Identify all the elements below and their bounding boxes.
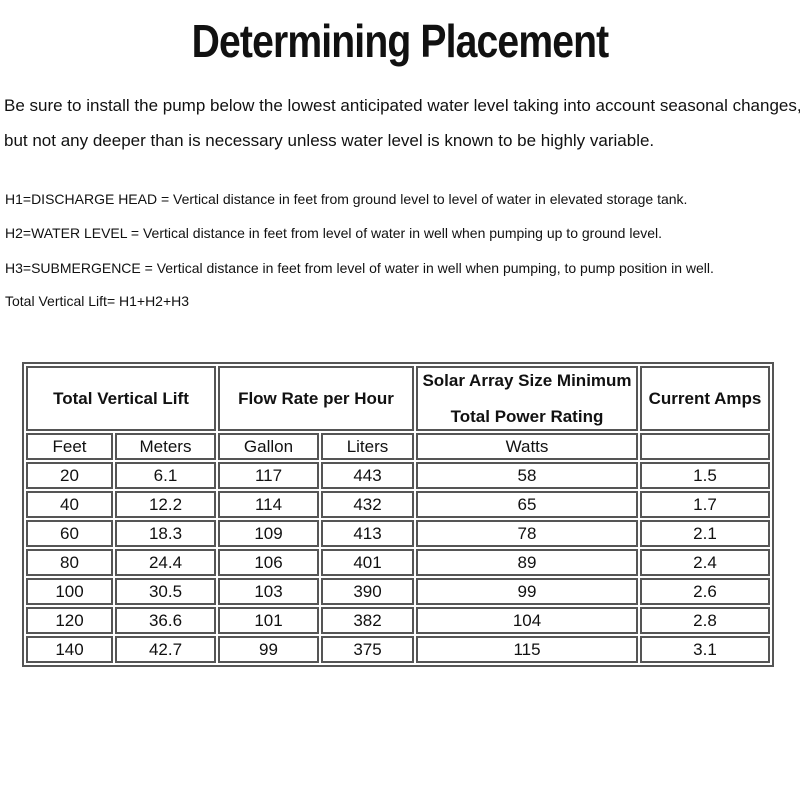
cell-watts: 65 [416,491,638,518]
cell-feet: 100 [26,578,113,605]
table-header-row: Total Vertical Lift Flow Rate per Hour S… [26,366,770,431]
cell-amps: 2.8 [640,607,770,634]
page-title: Determining Placement [191,15,610,67]
header-solar-line-1: Solar Array Size Minimum [422,370,632,390]
cell-feet: 60 [26,520,113,547]
cell-gallon: 106 [218,549,319,576]
cell-meters: 30.5 [115,578,216,605]
cell-watts: 89 [416,549,638,576]
table-row: 100 30.5 103 390 99 2.6 [26,578,770,605]
unit-watts: Watts [416,433,638,460]
unit-liters: Liters [321,433,414,460]
unit-meters: Meters [115,433,216,460]
table-row: 80 24.4 106 401 89 2.4 [26,549,770,576]
cell-watts: 115 [416,636,638,663]
cell-feet: 20 [26,462,113,489]
cell-meters: 12.2 [115,491,216,518]
cell-feet: 140 [26,636,113,663]
units-row: Feet Meters Gallon Liters Watts [26,433,770,460]
cell-gallon: 101 [218,607,319,634]
unit-gallon: Gallon [218,433,319,460]
table-row: 40 12.2 114 432 65 1.7 [26,491,770,518]
cell-meters: 42.7 [115,636,216,663]
intro-line-2: but not any deeper than is necessary unl… [4,131,655,150]
header-current-amps: Current Amps [640,366,770,431]
table-row: 20 6.1 117 443 58 1.5 [26,462,770,489]
cell-amps: 2.4 [640,549,770,576]
header-flow-rate: Flow Rate per Hour [218,366,414,431]
unit-amps [640,433,770,460]
definition-h1: H1=DISCHARGE HEAD = Vertical distance in… [5,191,688,207]
cell-liters: 401 [321,549,414,576]
definition-total: Total Vertical Lift= H1+H2+H3 [5,293,190,309]
cell-watts: 104 [416,607,638,634]
cell-feet: 120 [26,607,113,634]
cell-watts: 99 [416,578,638,605]
cell-amps: 3.1 [640,636,770,663]
cell-amps: 1.5 [640,462,770,489]
cell-gallon: 117 [218,462,319,489]
cell-liters: 413 [321,520,414,547]
cell-feet: 80 [26,549,113,576]
intro-line-1: Be sure to install the pump below the lo… [4,96,800,115]
unit-feet: Feet [26,433,113,460]
cell-liters: 432 [321,491,414,518]
cell-meters: 6.1 [115,462,216,489]
header-total-vertical-lift: Total Vertical Lift [26,366,216,431]
cell-gallon: 99 [218,636,319,663]
definition-h2: H2=WATER LEVEL = Vertical distance in fe… [5,225,663,241]
cell-liters: 382 [321,607,414,634]
cell-meters: 18.3 [115,520,216,547]
cell-meters: 24.4 [115,549,216,576]
cell-amps: 1.7 [640,491,770,518]
definition-h3: H3=SUBMERGENCE = Vertical distance in fe… [5,260,714,276]
cell-amps: 2.1 [640,520,770,547]
cell-liters: 443 [321,462,414,489]
cell-liters: 390 [321,578,414,605]
pump-performance-table: Total Vertical Lift Flow Rate per Hour S… [22,362,774,667]
table-row: 120 36.6 101 382 104 2.8 [26,607,770,634]
header-solar-line-2: Total Power Rating [450,406,604,426]
header-solar-array: Solar Array Size Minimum Total Power Rat… [416,366,638,431]
cell-watts: 78 [416,520,638,547]
table-row: 140 42.7 99 375 115 3.1 [26,636,770,663]
cell-watts: 58 [416,462,638,489]
cell-gallon: 114 [218,491,319,518]
cell-liters: 375 [321,636,414,663]
cell-gallon: 103 [218,578,319,605]
table-row: 60 18.3 109 413 78 2.1 [26,520,770,547]
cell-gallon: 109 [218,520,319,547]
cell-feet: 40 [26,491,113,518]
cell-meters: 36.6 [115,607,216,634]
cell-amps: 2.6 [640,578,770,605]
